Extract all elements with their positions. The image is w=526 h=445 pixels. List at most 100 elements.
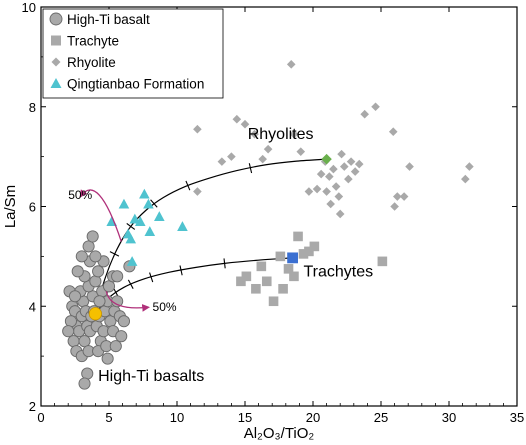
data-point-circle — [64, 315, 77, 328]
data-point-square — [377, 256, 388, 267]
data-point-square — [275, 251, 286, 262]
x-axis-label: Al₂O₃/TiO₂ — [244, 425, 315, 442]
high-ti-basalt-endmember — [88, 307, 103, 321]
mixing-curve-basalt-rhyolite — [94, 158, 327, 314]
data-point-triangle — [126, 256, 138, 266]
data-point-diamond — [240, 119, 250, 129]
series-trachyte — [236, 231, 388, 307]
data-point-diamond — [335, 209, 345, 219]
x-tick-label: 20 — [306, 410, 320, 425]
y-tick-label: 8 — [29, 100, 36, 115]
data-point-diamond — [250, 129, 259, 139]
data-point-square — [304, 246, 314, 257]
legend-box — [42, 8, 224, 99]
curve-tick-mark — [248, 163, 253, 174]
data-point-square — [236, 276, 246, 287]
arrow-upper — [79, 189, 122, 242]
data-point-square — [261, 276, 272, 287]
data-point-circle — [78, 335, 91, 348]
data-point-circle — [82, 240, 95, 253]
data-point-diamond — [326, 199, 335, 209]
data-point-triangle — [143, 198, 154, 209]
data-point-diamond — [405, 162, 414, 171]
data-point-diamond — [388, 127, 398, 136]
data-point-triangle — [118, 198, 130, 209]
data-point-diamond — [399, 192, 409, 201]
data-point-square — [293, 231, 303, 242]
data-point-diamond — [263, 144, 273, 154]
data-point-diamond — [371, 102, 380, 112]
data-point-diamond — [227, 152, 236, 161]
data-point-triangle — [144, 226, 156, 236]
data-point-diamond — [360, 109, 369, 119]
series-qingtianbao-formation — [106, 188, 188, 266]
data-point-circle — [86, 230, 99, 243]
data-point-diamond — [337, 149, 346, 159]
data-point-diamond — [461, 174, 470, 184]
fifty-percent-upper-label: 50% — [68, 188, 92, 202]
data-point-circle — [67, 335, 80, 348]
high-ti-basalts-label: High-Ti basalts — [98, 368, 204, 385]
curve-tick-mark — [109, 251, 120, 257]
data-point-diamond — [193, 187, 202, 196]
curve-tick-mark — [150, 199, 158, 208]
y-tick-label: 6 — [29, 200, 36, 215]
data-point-circle — [117, 315, 131, 328]
data-point-circle — [62, 325, 75, 338]
y-tick-label: 2 — [29, 399, 36, 414]
y-axis-label: La/Sm — [2, 185, 19, 228]
data-point-triangle — [134, 216, 146, 226]
data-point-square — [289, 271, 299, 282]
data-point-diamond — [329, 164, 338, 174]
data-point-diamond — [393, 192, 402, 201]
data-point-diamond — [217, 157, 227, 166]
curve-tick-mark — [179, 265, 183, 276]
trachyte-endmember — [287, 252, 298, 264]
data-point-square — [241, 271, 252, 282]
data-point-circle — [89, 275, 102, 288]
legend-marker-triangle — [50, 78, 62, 88]
series-rhyolite — [193, 60, 474, 219]
legend: High-Ti basalt Trachyte Rhyolite Qingtianba… — [42, 8, 224, 99]
legend-label: Rhyolite — [67, 55, 116, 70]
data-point-triangle — [129, 213, 141, 224]
data-point-diamond — [325, 172, 334, 181]
data-point-circle — [92, 265, 105, 278]
data-point-diamond — [331, 182, 341, 191]
x-tick-label: 35 — [510, 410, 524, 425]
curve-tick-mark — [149, 272, 154, 283]
data-point-square — [309, 241, 320, 252]
data-point-triangle — [177, 221, 188, 231]
legend-label: Qingtianbao Formation — [67, 77, 204, 92]
curve-tick-mark — [223, 258, 226, 269]
data-point-diamond — [350, 167, 360, 176]
arrow-lower — [105, 291, 150, 312]
data-point-square — [298, 249, 309, 259]
legend-label: High-Ti basalt — [67, 12, 150, 27]
curve-tick-mark — [127, 279, 134, 289]
data-point-square — [278, 283, 288, 294]
rhyolites-label: Rhyolites — [248, 126, 314, 143]
data-point-circle — [102, 280, 116, 293]
x-tick-label: 10 — [170, 410, 184, 425]
data-point-square — [268, 296, 279, 307]
y-tick-label: 10 — [22, 0, 36, 15]
data-point-diamond — [354, 159, 364, 169]
x-tick-label: 30 — [442, 410, 456, 425]
data-point-triangle — [154, 211, 165, 221]
data-point-circle — [81, 367, 94, 380]
data-point-triangle — [125, 233, 137, 244]
data-point-square — [283, 264, 294, 274]
data-point-diamond — [258, 154, 267, 164]
trachytes-label: Trachytes — [303, 263, 373, 280]
data-point-diamond — [390, 202, 399, 211]
rhyolite-endmember — [321, 153, 332, 165]
data-point-diamond — [322, 187, 331, 196]
data-point-diamond — [289, 129, 299, 139]
x-tick-label: 25 — [374, 410, 388, 425]
data-point-circle — [111, 270, 124, 283]
curve-tick-mark — [185, 180, 191, 191]
data-point-diamond — [334, 192, 344, 201]
data-point-circle — [89, 250, 102, 263]
